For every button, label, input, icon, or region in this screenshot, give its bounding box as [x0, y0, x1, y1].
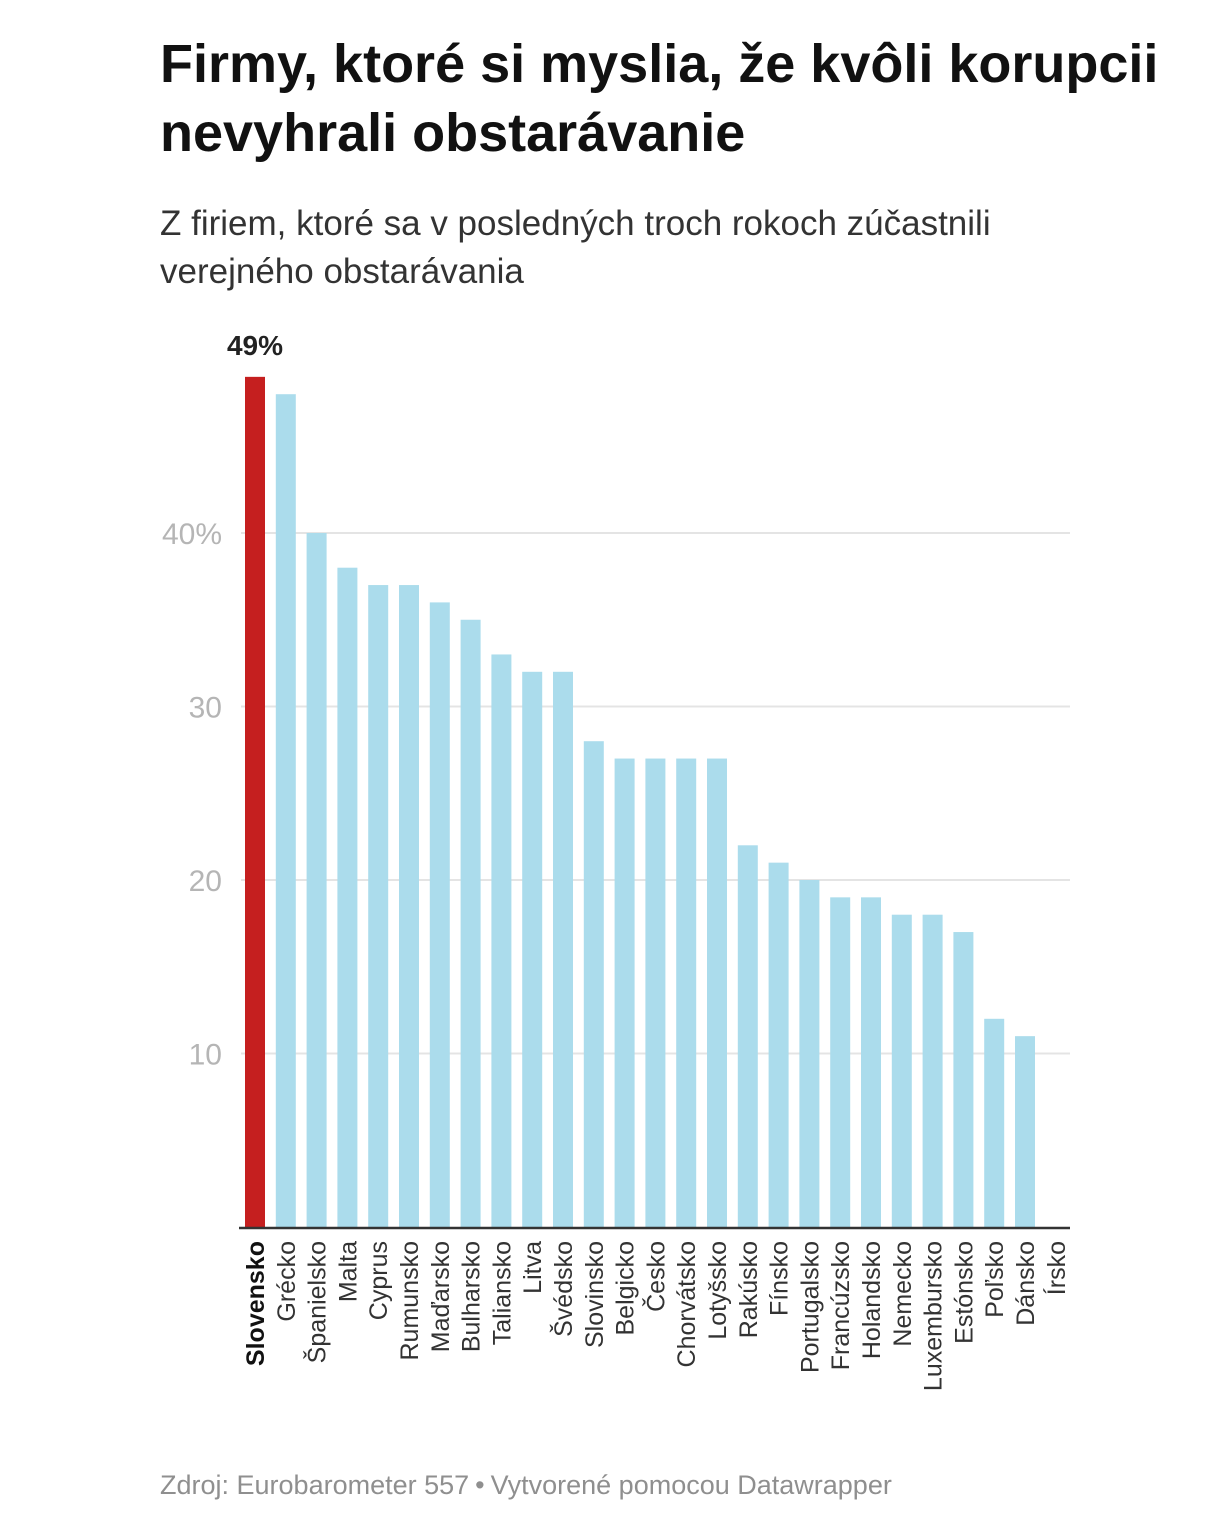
x-tick-label: Grécko	[273, 1241, 301, 1322]
bar	[245, 376, 265, 1228]
x-tick-label: Švédsko	[549, 1241, 578, 1337]
bar	[984, 1018, 1005, 1227]
x-tick-label: Maďarsko	[427, 1241, 455, 1352]
x-tick-label: Holandsko	[858, 1241, 886, 1359]
bar	[799, 880, 820, 1227]
bar	[429, 602, 450, 1227]
source-note: Zdroj: Eurobarometer 557	[160, 1470, 470, 1500]
bar	[891, 914, 912, 1227]
x-tick-label: Malta	[334, 1241, 362, 1302]
bar	[491, 654, 512, 1227]
y-tick-label: 30	[189, 692, 222, 725]
chart-footer: Zdroj: Eurobarometer 557 • Vytvorené pomoc…	[160, 1470, 892, 1501]
bar	[1015, 1036, 1035, 1227]
x-tick-label: Poľsko	[981, 1241, 1009, 1318]
bar-chart: 10 20 30 40% 49% Slovensko Grécko Španielsko Mal…	[162, 330, 1071, 1391]
chart-subtitle: Z firiem, ktoré sa v posledných troch ro…	[160, 204, 991, 291]
x-tick-label: Luxembursko	[920, 1241, 948, 1391]
x-tick-label: Dánsko	[1012, 1241, 1040, 1326]
bar	[737, 845, 758, 1227]
bar	[830, 897, 851, 1227]
x-tick-label: Fínsko	[766, 1241, 794, 1316]
x-tick-label: Rumunsko	[396, 1241, 424, 1361]
x-tick-label: Belgicko	[612, 1241, 640, 1336]
bar	[861, 897, 881, 1227]
x-tick-label: Francúzsko	[827, 1241, 855, 1370]
bar	[614, 758, 635, 1227]
bar	[553, 671, 573, 1227]
bar	[922, 914, 943, 1227]
datawrapper-credit: Vytvorené pomocou Datawrapper	[490, 1470, 892, 1500]
x-tick-label: Chorvátsko	[673, 1241, 701, 1367]
x-tick-label: Estónsko	[950, 1241, 978, 1344]
x-tick-label: Španielsko	[303, 1241, 332, 1363]
bar	[645, 758, 666, 1227]
bar	[522, 671, 543, 1227]
bar	[275, 394, 296, 1227]
bar	[460, 619, 481, 1227]
x-tick-label: Litva	[519, 1241, 547, 1294]
x-tick-label: Lotyšsko	[704, 1241, 732, 1340]
bar	[306, 533, 327, 1227]
x-tick-label: Slovensko	[242, 1241, 270, 1366]
x-tick-label: Nemecko	[889, 1241, 917, 1347]
x-tick-label: Bulharsko	[458, 1241, 486, 1352]
y-tick-label: 40%	[162, 518, 222, 551]
footer-separator: •	[475, 1470, 485, 1500]
y-tick-label: 10	[189, 1039, 222, 1072]
bar	[368, 585, 389, 1227]
x-tick-label: Rakúsko	[735, 1241, 763, 1338]
bar	[953, 932, 974, 1227]
x-tick-label: Slovinsko	[581, 1241, 609, 1348]
bar	[768, 862, 789, 1227]
bar	[337, 567, 358, 1227]
data-label: 49%	[227, 330, 283, 361]
bar	[399, 585, 419, 1227]
x-tick-label: Portugalsko	[796, 1241, 824, 1373]
y-tick-label: 20	[189, 865, 222, 898]
bar	[707, 758, 727, 1227]
x-tick-label: Taliansko	[488, 1241, 516, 1345]
bar	[676, 758, 697, 1227]
x-tick-label: Česko	[641, 1241, 670, 1312]
chart-title: Firmy, ktoré si myslia, že kvôli korupci…	[160, 34, 1159, 163]
x-tick-label: Írsko	[1042, 1241, 1071, 1295]
bar	[583, 741, 604, 1227]
x-tick-label: Cyprus	[365, 1241, 393, 1320]
